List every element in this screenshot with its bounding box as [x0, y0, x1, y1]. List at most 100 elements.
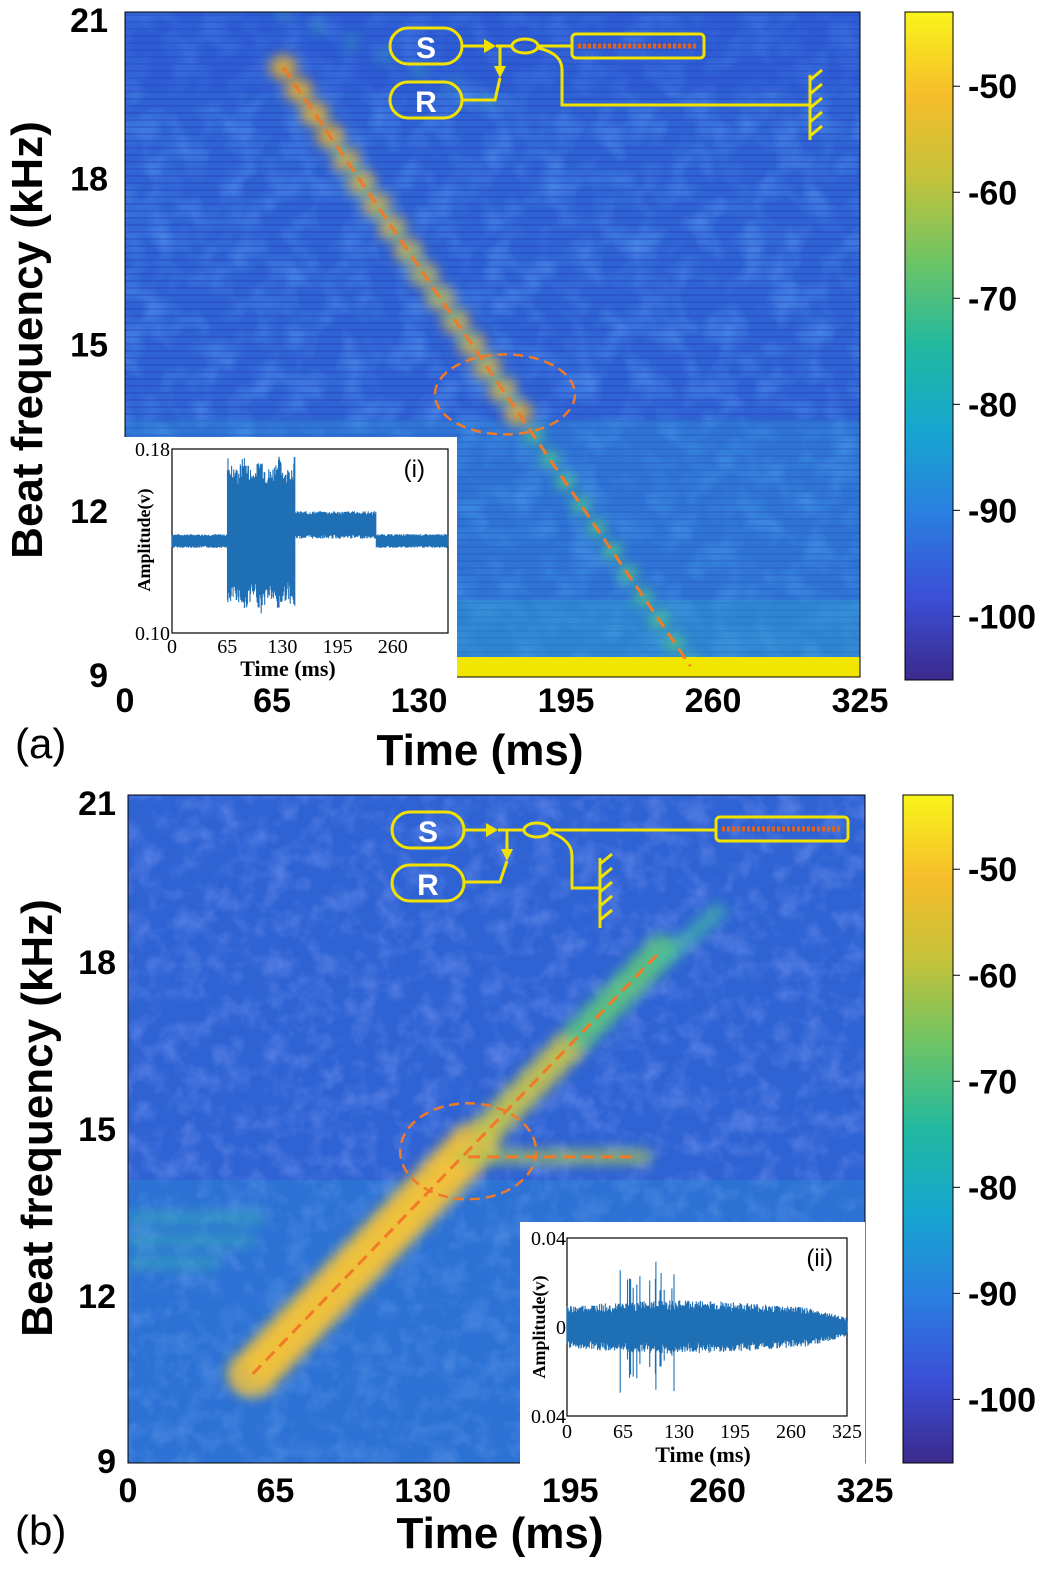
source-label-b: S [418, 816, 438, 849]
inset-ytick-b: 0.04 [531, 1406, 566, 1428]
fit-line [282, 66, 692, 667]
x-axis-label-b: Time (ms) [396, 1509, 603, 1558]
reference-label-a: R [415, 86, 437, 119]
ridge-blob [581, 1148, 610, 1165]
reference-label-b: R [417, 869, 439, 902]
ghost-blob [343, 33, 360, 50]
fiber-spool-a [570, 32, 706, 60]
inset-xlabel-a: Time (ms) [240, 656, 336, 681]
x-ticks-a: 0 65 130 195 260 325 [116, 682, 889, 720]
inset-b: (ii) 0.04 0 0.04 0 65 130 195 260 325 Time (m… [520, 1222, 865, 1472]
y-ticks-b: 9 12 15 18 21 [78, 785, 116, 1481]
ghost-blob [707, 902, 728, 921]
x-axis-label-a: Time (ms) [376, 726, 583, 775]
panel-label-a: (a) [15, 720, 66, 767]
x-tick-label: 325 [832, 682, 889, 720]
x-tick-label: 195 [542, 1472, 599, 1510]
y-axis-label-b: Beat frequency (kHz) [13, 899, 62, 1337]
colorbar-a: -50 -60 -70 -80 -90 -100 [904, 11, 1036, 681]
inset-xtick: 195 [323, 636, 353, 658]
ridge-blob [300, 100, 329, 127]
y-tick-label: 15 [70, 327, 108, 365]
inset-xtick: 0 [562, 1421, 572, 1443]
inset-xlabel-b: Time (ms) [655, 1442, 751, 1467]
y-tick-label: 9 [97, 1443, 116, 1481]
inset-waveform [171, 456, 449, 614]
colorbar-tick-label: -60 [968, 174, 1017, 212]
inset-ytick-a: 0.18 [135, 439, 170, 461]
panel-label-b: (b) [15, 1507, 66, 1554]
inset-ylabel-a: Amplitude(v) [134, 488, 155, 591]
y-tick-label: 12 [78, 1278, 116, 1316]
ghost-blob [411, 63, 427, 80]
inset-xtick: 0 [167, 636, 177, 658]
x-tick-label: 0 [116, 682, 135, 720]
ridge-blob [570, 495, 591, 514]
inset-ytick-a: 0.10 [135, 623, 170, 645]
fiber-spool-b [714, 815, 850, 843]
x-tick-label: 65 [256, 1472, 294, 1510]
panel-b: S R (ii) 0.04 0 0.04 0 65 130 195 260 325 Tim… [13, 785, 1036, 1558]
y-tick-label: 21 [70, 2, 108, 40]
inset-ytick-b: 0.04 [531, 1228, 566, 1250]
colorbar-tick-label: -90 [968, 492, 1017, 530]
x-tick-label: 65 [253, 682, 291, 720]
inset-signal-a [171, 456, 449, 614]
ridge-blob [602, 541, 623, 560]
inset-xtick: 130 [664, 1421, 694, 1443]
y-axis-label-a: Beat frequency (kHz) [3, 121, 52, 559]
x-tick-label: 325 [837, 1472, 894, 1510]
inset-tag-a: (i) [404, 456, 425, 483]
colorbar-tick-label: -80 [968, 1169, 1017, 1207]
ghost-band [128, 1256, 219, 1269]
schematic-b [390, 810, 850, 928]
schematic-a [388, 26, 823, 140]
x-tick-label: 260 [685, 682, 742, 720]
y-tick-label: 18 [78, 944, 116, 982]
colorbar-tick-label: -100 [968, 1381, 1036, 1419]
inset-xtick: 325 [832, 1421, 862, 1443]
colorbar-tick-label: -70 [968, 280, 1017, 318]
x-ticks-b: 0 65 130 195 260 325 [119, 1472, 894, 1510]
x-tick-label: 260 [689, 1472, 746, 1510]
colorbar-tick-label: -60 [968, 957, 1017, 995]
inset-ytick-b: 0 [556, 1317, 566, 1339]
x-tick-label: 130 [391, 682, 448, 720]
circle-marker [398, 1102, 538, 1201]
ghost-blob [275, 12, 292, 20]
ghost-band [128, 1234, 253, 1247]
ghost-blob [377, 48, 394, 65]
colorbar-tick-label: -100 [968, 598, 1036, 636]
inset-signal-b [566, 1261, 848, 1393]
fit-line [251, 949, 662, 1375]
y-tick-label: 12 [70, 493, 108, 531]
inset-xtick: 195 [720, 1421, 750, 1443]
ridge-blob [602, 1148, 631, 1165]
ghost-blob [309, 18, 326, 35]
colorbar-tick-label: -50 [968, 851, 1017, 889]
x-tick-label: 195 [538, 682, 595, 720]
inset-waveform [566, 1261, 848, 1393]
x-tick-label: 130 [394, 1472, 451, 1510]
colorbar-tick-label: -90 [968, 1275, 1017, 1313]
colorbar-tick-label: -70 [968, 1063, 1017, 1101]
fit-line-b [251, 949, 662, 1375]
inset-xtick: 260 [776, 1421, 806, 1443]
fit-line-a [282, 66, 692, 667]
y-tick-label: 9 [89, 657, 108, 695]
ridge-blob [624, 1148, 653, 1165]
colorbar-b: -50 -60 -70 -80 -90 -100 [902, 794, 1036, 1464]
colorbar-tick-label: -50 [968, 68, 1017, 106]
ridge-blob [539, 449, 560, 468]
colorbar-tick-label: -80 [968, 386, 1017, 424]
circled-region-b [398, 1102, 538, 1201]
y-tick-label: 21 [78, 785, 116, 823]
inset-xtick: 65 [217, 636, 237, 658]
y-tick-label: 15 [78, 1111, 116, 1149]
inset-ylabel-b: Amplitude(v) [529, 1275, 550, 1378]
inset-xtick: 260 [378, 636, 408, 658]
x-tick-label: 0 [119, 1472, 138, 1510]
inset-xtick: 65 [613, 1421, 633, 1443]
source-label-a: S [416, 32, 436, 65]
